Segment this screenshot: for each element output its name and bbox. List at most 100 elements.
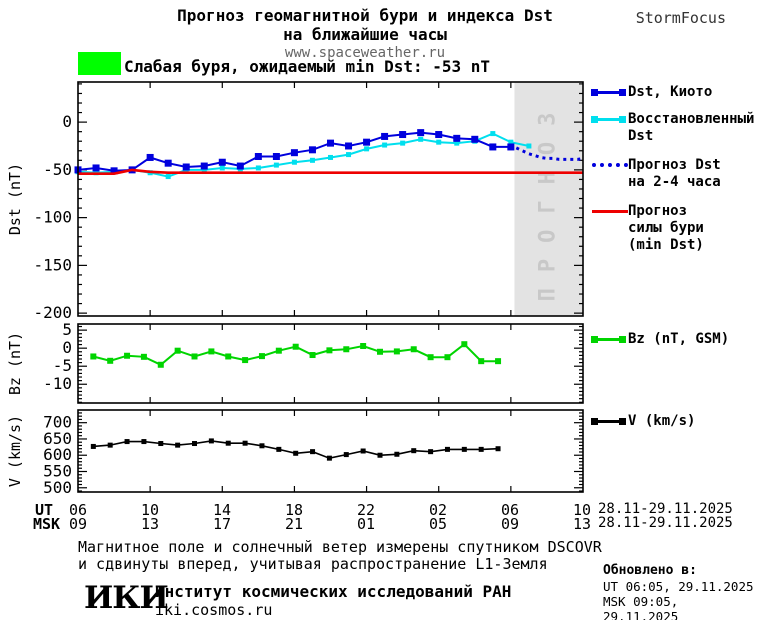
series-marker <box>377 348 384 355</box>
series-marker <box>326 455 332 461</box>
legend-marker-square <box>619 336 626 343</box>
y-tick-label: -150 <box>33 255 72 274</box>
series-marker <box>201 167 207 173</box>
series-marker <box>225 353 232 360</box>
page-title: Прогноз геомагнитной бури и индекса Dst <box>177 6 553 25</box>
series-marker <box>444 354 451 361</box>
series-marker <box>394 451 400 457</box>
y-tick-label: 650 <box>43 429 72 448</box>
series-marker <box>208 348 215 355</box>
series-marker <box>291 159 297 165</box>
y-tick-label: 5 <box>62 320 72 339</box>
series-marker <box>381 132 389 140</box>
ut-tick: 06 <box>68 501 88 519</box>
series-marker <box>478 446 484 452</box>
y-tick-label: 550 <box>43 462 72 481</box>
msk-tick: 21 <box>284 515 304 533</box>
ut-tick: 06 <box>500 501 520 519</box>
y-tick-label: -200 <box>33 303 72 322</box>
series-marker <box>310 449 316 455</box>
legend-label: Прогноз Dst на 2-4 часа <box>628 157 760 191</box>
series-marker <box>208 438 214 444</box>
y-tick-label: -10 <box>43 374 72 393</box>
series-marker <box>454 140 460 146</box>
legend-swatch-v <box>591 418 626 425</box>
ut-tick: 22 <box>356 501 376 519</box>
legend-label: V (km/s) <box>628 413 696 429</box>
series-marker <box>182 163 190 171</box>
series-marker <box>236 162 244 170</box>
series-marker <box>124 352 131 359</box>
institute-site: iki.cosmos.ru <box>155 601 273 619</box>
series-marker <box>200 162 208 170</box>
series-marker <box>192 441 198 447</box>
y-tick-label: -100 <box>33 208 72 227</box>
storm-status-text: Слабая буря, ожидаемый min Dst: -53 nT <box>124 57 491 76</box>
legend-label-line: силы бури <box>628 220 704 236</box>
series-marker <box>174 347 181 354</box>
series-marker <box>242 440 248 446</box>
series-marker <box>140 353 147 360</box>
y-axis-label: Bz (nT) <box>6 332 24 395</box>
series-marker <box>107 442 113 448</box>
series-line-data <box>78 168 583 175</box>
legend-marker-square <box>591 89 598 96</box>
legend-label-line: Dst <box>628 128 654 144</box>
legend-label-line: Dst, Киото <box>628 84 713 100</box>
series-marker <box>146 153 154 161</box>
series-marker <box>290 149 298 157</box>
legend-marker-square <box>591 418 598 425</box>
msk-tick: 05 <box>428 515 448 533</box>
legend-swatch-0 <box>591 89 626 96</box>
chart-border <box>77 409 584 493</box>
footer-note-line2: и сдвинуты вперед, учитывая распростране… <box>78 555 548 573</box>
msk-tick: 09 <box>500 515 520 533</box>
series-marker <box>92 164 100 172</box>
series-marker <box>418 136 424 142</box>
msk-tick: 09 <box>68 515 88 533</box>
series-marker <box>258 353 265 360</box>
series-marker <box>377 452 383 458</box>
ut-tick: 10 <box>140 501 160 519</box>
series-marker <box>275 347 282 354</box>
legend-marker-square <box>591 336 598 343</box>
series-line-data <box>77 132 530 178</box>
series-marker <box>393 348 400 355</box>
updated-label: Обновлено в: <box>603 563 697 578</box>
series-marker <box>175 442 181 448</box>
legend-marker-square <box>591 116 598 123</box>
series-marker <box>225 440 231 446</box>
series-marker <box>436 139 442 145</box>
y-axis-label: Dst (nT) <box>6 163 24 235</box>
series-marker <box>292 343 299 350</box>
legend-marker-square <box>619 418 626 425</box>
series-marker <box>326 347 333 354</box>
iki-logo: ИКИ <box>84 580 169 616</box>
series-marker <box>410 346 417 353</box>
y-tick-label: -50 <box>43 160 72 179</box>
series-line-forecast <box>515 146 584 161</box>
series-marker <box>343 452 349 458</box>
series-marker <box>273 162 279 168</box>
series-marker <box>254 152 262 160</box>
forecast-watermark: ПРОГНОЗ <box>536 97 561 302</box>
y-axis-label: V (km/s) <box>6 415 24 487</box>
y-tick-label: 500 <box>43 478 72 497</box>
series-marker <box>444 446 450 452</box>
series-marker <box>400 140 406 146</box>
series-marker <box>107 357 114 364</box>
series-marker <box>364 146 370 152</box>
series-marker <box>308 146 316 154</box>
series-marker <box>489 143 497 151</box>
series-marker <box>218 158 226 166</box>
msk-row-label: MSK <box>33 515 61 533</box>
series-marker <box>328 154 333 160</box>
series-marker <box>259 443 265 449</box>
series-marker <box>141 439 147 445</box>
legend-label-line: Восстановленный <box>628 111 755 127</box>
legend-label-line: на 2-4 часа <box>628 174 721 190</box>
storm-level-swatch <box>78 52 121 75</box>
series-marker <box>158 441 164 447</box>
msk-date-range: 28.11-29.11.2025 <box>598 515 733 531</box>
series-marker <box>242 357 249 364</box>
